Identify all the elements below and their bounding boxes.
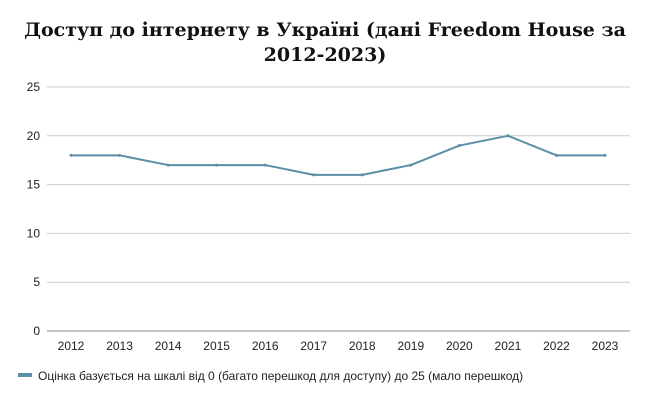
chart-title: Доступ до інтернету в Україні (дані Free…	[0, 18, 650, 68]
series-line	[71, 134, 605, 176]
y-tick-label: 15	[27, 178, 41, 192]
y-tick-label: 20	[27, 129, 41, 143]
data-point	[166, 163, 170, 167]
x-tick-label: 2019	[397, 339, 424, 353]
x-tick-label: 2021	[495, 339, 522, 353]
data-point	[69, 153, 73, 157]
data-point	[118, 153, 122, 157]
data-point	[215, 163, 219, 167]
data-point	[360, 173, 364, 177]
x-tick-label: 2015	[203, 339, 230, 353]
data-point	[554, 153, 558, 157]
x-tick-label: 2022	[543, 339, 570, 353]
data-point	[457, 144, 461, 148]
x-tick-label: 2023	[592, 339, 619, 353]
y-tick-label: 5	[33, 275, 40, 289]
data-point	[312, 173, 316, 177]
x-tick-label: 2016	[252, 339, 279, 353]
x-tick-label: 2018	[349, 339, 376, 353]
data-point	[603, 153, 607, 157]
y-tick-label: 10	[27, 226, 41, 240]
x-tick-label: 2020	[446, 339, 473, 353]
data-point	[263, 163, 267, 167]
y-tick-label: 25	[27, 80, 41, 94]
data-point	[506, 134, 510, 138]
x-tick-label: 2014	[155, 339, 182, 353]
chart-title-line-2: 2012-2023)	[263, 44, 387, 66]
chart-title-line-1: Доступ до інтернету в Україні (дані Free…	[24, 19, 626, 41]
legend-swatch	[18, 373, 32, 377]
x-tick-label: 2017	[300, 339, 327, 353]
x-tick-label: 2013	[106, 339, 133, 353]
x-tick-label: 2012	[58, 339, 85, 353]
y-tick-label: 0	[33, 324, 40, 338]
data-point	[409, 163, 413, 167]
legend-label: Оцінка базується на шкалі від 0 (багато …	[38, 369, 523, 383]
